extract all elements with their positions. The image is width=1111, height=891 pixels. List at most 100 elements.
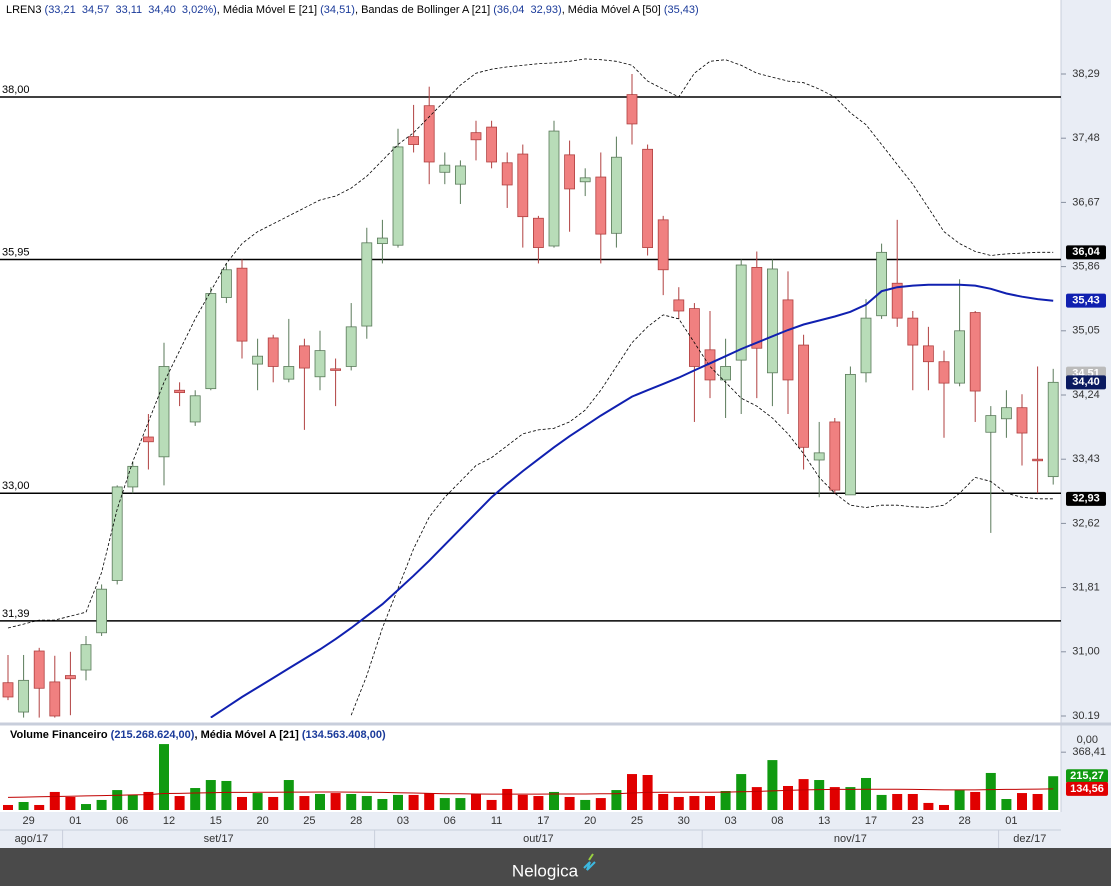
volume-bar bbox=[861, 777, 871, 810]
chart-header: LREN3 (33,21 34,57 33,11 34,40 3,02%) , M… bbox=[6, 4, 699, 16]
candle-body bbox=[252, 355, 264, 365]
volume-bar bbox=[798, 779, 809, 810]
candle-body bbox=[33, 650, 45, 689]
volume-marker-label: 134,56 bbox=[1070, 783, 1104, 795]
x-tick-label: 03 bbox=[397, 815, 409, 827]
volume-bar bbox=[970, 791, 981, 810]
volume-bar bbox=[767, 760, 778, 810]
volume-bar bbox=[985, 772, 996, 810]
x-tick-label: 11 bbox=[491, 815, 502, 827]
candle-body bbox=[782, 299, 794, 381]
header-part: (34,51) bbox=[320, 4, 355, 16]
candle-body bbox=[345, 326, 357, 367]
series-line bbox=[7, 58, 1054, 629]
candle-body bbox=[18, 679, 30, 713]
candle-body bbox=[314, 350, 326, 378]
volume-bar bbox=[455, 798, 466, 810]
candle-body bbox=[673, 299, 685, 312]
volume-bar bbox=[1032, 793, 1043, 810]
volume-bar bbox=[533, 796, 544, 810]
volume-bar bbox=[751, 787, 762, 810]
x-tick-label: 20 bbox=[584, 815, 596, 827]
candle-body bbox=[470, 132, 482, 141]
volume-bar bbox=[892, 793, 903, 810]
candle-body bbox=[439, 164, 451, 173]
candle-body bbox=[813, 452, 825, 461]
volume-bar bbox=[96, 799, 107, 810]
price-marker bbox=[1066, 245, 1106, 260]
volume-bar bbox=[49, 791, 60, 810]
volume-bar bbox=[65, 796, 76, 810]
candle-body bbox=[1001, 407, 1012, 420]
volume-bar bbox=[1017, 793, 1027, 810]
candle-body bbox=[361, 242, 373, 327]
volume-tick-label: 368,41 bbox=[1072, 746, 1106, 758]
candle-body bbox=[392, 146, 404, 246]
candle-body bbox=[533, 217, 544, 248]
x-tick-label: 20 bbox=[256, 815, 268, 827]
volume-bar bbox=[845, 787, 856, 810]
candle-body bbox=[969, 312, 981, 392]
price-marker-label: 32,93 bbox=[1072, 493, 1100, 505]
level-label: 35,95 bbox=[2, 246, 30, 258]
header-part: (33,21 34,57 33,11 34,40 3,02%) bbox=[41, 4, 216, 16]
volume-bar bbox=[720, 791, 731, 810]
candle-body bbox=[657, 219, 669, 271]
candle-body bbox=[891, 282, 903, 319]
volume-bar bbox=[143, 791, 154, 810]
candle-body bbox=[189, 395, 201, 423]
candle-body bbox=[220, 269, 232, 298]
volume-bar bbox=[393, 794, 403, 810]
month-label: out/17 bbox=[523, 833, 554, 845]
volume-bar bbox=[471, 793, 481, 810]
volume-bar bbox=[954, 790, 965, 810]
candle-body bbox=[938, 361, 950, 384]
logo-icon bbox=[588, 853, 594, 861]
header-part: LREN3 bbox=[6, 4, 41, 16]
volume-bar bbox=[783, 785, 793, 810]
candle-body bbox=[611, 156, 622, 234]
header-part: (35,43) bbox=[664, 4, 699, 16]
volume-bar bbox=[486, 799, 497, 810]
volume-bar bbox=[580, 799, 591, 810]
x-tick-label: 28 bbox=[350, 815, 362, 827]
header-part: , Média Móvel A [50] bbox=[562, 4, 664, 16]
y-tick-label: 31,00 bbox=[1072, 646, 1100, 658]
y-tick-label: 32,62 bbox=[1072, 517, 1100, 529]
volume-bar bbox=[408, 794, 419, 810]
header-part: , Bandas de Bollinger A [21] bbox=[355, 4, 493, 16]
volume-marker bbox=[1066, 769, 1108, 784]
y-tick-label: 38,29 bbox=[1072, 68, 1100, 80]
volume-bar bbox=[1001, 799, 1012, 810]
candle-body bbox=[142, 436, 154, 443]
volume-bar bbox=[3, 804, 13, 810]
logo-icon bbox=[583, 861, 596, 871]
y-tick-label: 31,81 bbox=[1072, 582, 1100, 594]
candle-body bbox=[80, 644, 92, 671]
candle-body bbox=[923, 345, 934, 363]
y-tick-label: 35,05 bbox=[1072, 325, 1100, 337]
candle-body bbox=[330, 368, 342, 371]
x-tick-label: 29 bbox=[22, 815, 34, 827]
volume-bar bbox=[174, 796, 185, 810]
volume-bar bbox=[907, 793, 918, 810]
y-tick-label: 30.19 bbox=[1072, 710, 1100, 722]
volume-bar bbox=[361, 796, 372, 810]
candle-body bbox=[876, 251, 887, 317]
candle-body bbox=[689, 308, 700, 367]
footer-logo: Nelogica bbox=[512, 853, 596, 880]
volume-bar bbox=[159, 744, 169, 810]
price-marker-label: 35,43 bbox=[1072, 295, 1100, 307]
candle-body bbox=[267, 337, 279, 367]
candle-body bbox=[501, 162, 513, 186]
candle-body bbox=[65, 675, 76, 680]
volume-bar bbox=[221, 780, 232, 810]
candle-body bbox=[1047, 381, 1059, 478]
y-tick-label: 33,43 bbox=[1072, 453, 1100, 465]
candle-body bbox=[298, 345, 310, 369]
candle-body bbox=[564, 154, 575, 190]
level-label: 33,00 bbox=[2, 480, 30, 492]
volume-bar bbox=[315, 793, 325, 810]
month-label: set/17 bbox=[204, 833, 234, 845]
